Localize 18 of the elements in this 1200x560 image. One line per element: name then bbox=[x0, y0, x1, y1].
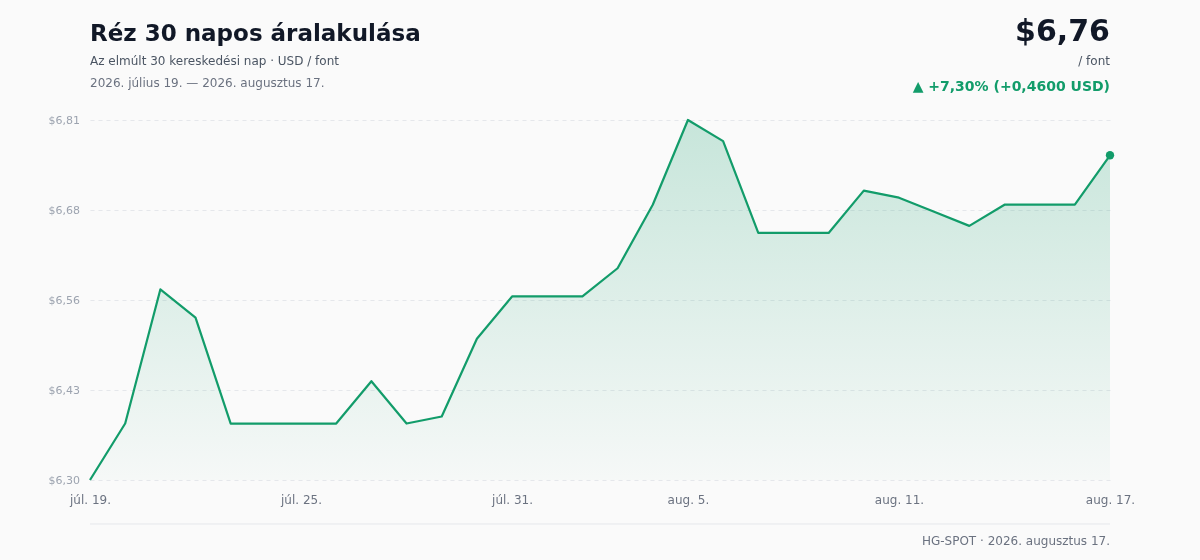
y-tick-label: $6,43 bbox=[48, 383, 80, 397]
text: / font bbox=[1078, 54, 1111, 68]
x-tick-label: júl. 25. bbox=[280, 492, 323, 507]
y-tick-label: $6,56 bbox=[48, 293, 80, 307]
y-tick-label: $6,68 bbox=[48, 203, 80, 217]
x-tick-label: júl. 19. bbox=[69, 492, 111, 507]
x-tick-label: aug. 5. bbox=[667, 492, 710, 507]
y-tick-label: $6,30 bbox=[48, 473, 80, 487]
y-tick-label: $6,81 bbox=[48, 113, 80, 127]
x-tick-label: aug. 17. bbox=[1085, 492, 1136, 507]
text: HG-SPOT · 2026. augusztus 17. bbox=[921, 534, 1110, 548]
x-tick-label: júl. 31. bbox=[491, 492, 534, 507]
text: 2026. július 19. — 2026. augusztus 17. bbox=[90, 76, 325, 90]
chart-subtitle: Az elmúlt 30 kereskedési nap · USD / font bbox=[90, 54, 340, 68]
chart-title: Réz 30 napos áralakulása bbox=[90, 20, 421, 46]
x-tick-label: aug. 11. bbox=[874, 492, 925, 507]
text: $6,76 bbox=[1015, 13, 1110, 48]
text: ▲ +7,30% (+0,4600 USD) bbox=[912, 78, 1110, 94]
